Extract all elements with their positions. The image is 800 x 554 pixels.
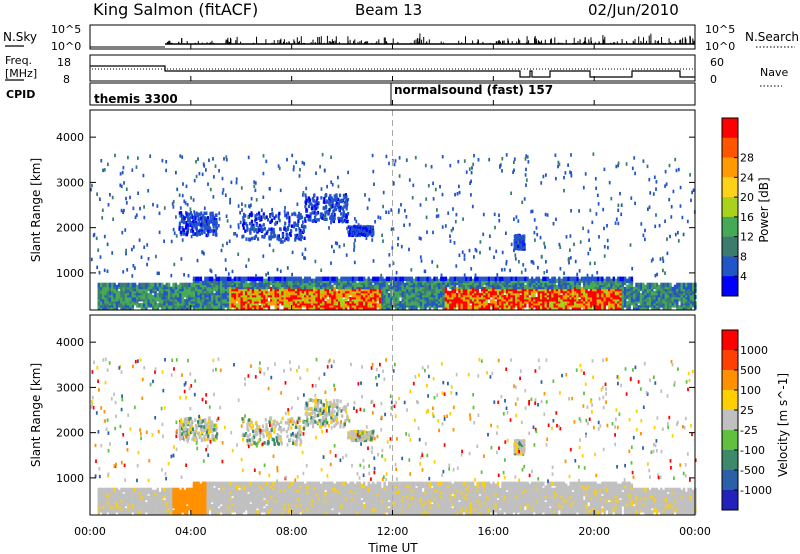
nsky-label: N.Sky [3,30,37,44]
colorbar-tick-label: 1000 [740,344,768,357]
colorbar-tick-label: 500 [740,364,761,377]
nave-tick-bottom: 0 [710,73,717,86]
nsky-panel: N.Sky 10^5 10^0 10^5 10^0 N.Search [3,23,799,53]
power-colorbar-label: Power [dB] [757,177,771,242]
power-yticks: 1000 2000 3000 4000 [56,131,695,280]
y-tick-label: 3000 [56,176,84,189]
freq-tick-top: 18 [57,56,71,69]
freq-label-1: Freq. [5,54,32,67]
beam-title: Beam 13 [355,1,422,19]
colorbar-tick-label: 25 [740,404,754,417]
y-tick-label: 4000 [56,131,84,144]
velocity-panel: 1000 2000 3000 4000 Slant Range [km] 1000 50… [29,314,790,516]
nave-label: Nave [760,66,788,79]
colorbar-tick-label: 16 [740,211,754,224]
colorbar-tick-label: 8 [740,250,747,263]
nsky-tick-top: 10^5 [51,23,81,36]
freq-line [90,65,695,78]
freq-label-2: [MHz] [5,67,37,80]
colorbar-tick-label: 4 [740,270,747,283]
y-tick-label: 2000 [56,427,84,440]
colorbar-tick-label: -1000 [740,484,772,497]
x-tick-label: 20:00 [578,525,610,538]
x-axis-ticks: 00:00 04:00 08:00 12:00 16:00 20:00 00:00 [74,44,711,538]
velocity-ylabel: Slant Range [km] [29,363,43,467]
colorbar-tick-label: 28 [740,152,754,165]
x-tick-label: 12:00 [377,525,409,538]
colorbar-tick-label: 100 [740,384,761,397]
power-ylabel: Slant Range [km] [29,158,43,262]
colorbar-tick-label: -25 [740,424,758,437]
y-tick-label: 1000 [56,472,84,485]
x-tick-label: 08:00 [276,525,308,538]
x-tick-label: 00:00 [74,525,106,538]
power-colorbar: 4 8 12 16 20 24 28 [721,117,754,297]
x-tick-label: 00:00 [679,525,711,538]
power-panel: 1000 2000 3000 4000 Slant Range [km] 4 8 12 16… [29,109,771,311]
y-tick-label: 3000 [56,381,84,394]
colorbar-tick-label: -500 [740,464,765,477]
station-title: King Salmon (fitACF) [93,0,258,19]
x-tick-label: 04:00 [175,525,207,538]
y-tick-label: 4000 [56,336,84,349]
cpid-segment-2: normalsound (fast) 157 [394,83,553,97]
velocity-colorbar: 1000 500 100 25 -25 -100 -500 -1000 [721,329,772,511]
nave-tick-top: 60 [710,56,724,69]
y-tick-label: 1000 [56,267,84,280]
cpid-panel: CPID themis 3300 normalsound (fast) 157 [6,82,696,106]
colorbar-tick-label: 12 [740,231,754,244]
nsky-bars [90,33,695,48]
freq-tick-bottom: 8 [63,73,70,86]
cpid-label: CPID [6,88,35,101]
velocity-heatmap-cells [90,315,697,515]
y-tick-label: 2000 [56,222,84,235]
cpid-segment-1: themis 3300 [94,92,178,106]
nsky-tick-bottom: 10^0 [51,40,81,53]
velocity-colorbar-label: Velocity [m s^-1] [776,373,790,477]
nsearch-tick-bottom: 10^0 [705,40,735,53]
freq-panel: Freq. [MHz] 18 8 60 0 Nave [5,54,788,87]
nsearch-label: N.Search [745,30,799,44]
colorbar-tick-label: 24 [740,171,754,184]
x-axis-label: Time UT [367,541,418,554]
colorbar-tick-label: 20 [740,191,754,204]
colorbar-tick-label: -100 [740,444,765,457]
date-title: 02/Jun/2010 [588,1,679,19]
velocity-yticks: 1000 2000 3000 4000 [56,336,695,485]
power-heatmap-cells [90,110,697,310]
nsearch-tick-top: 10^5 [705,23,735,36]
x-tick-label: 16:00 [477,525,509,538]
